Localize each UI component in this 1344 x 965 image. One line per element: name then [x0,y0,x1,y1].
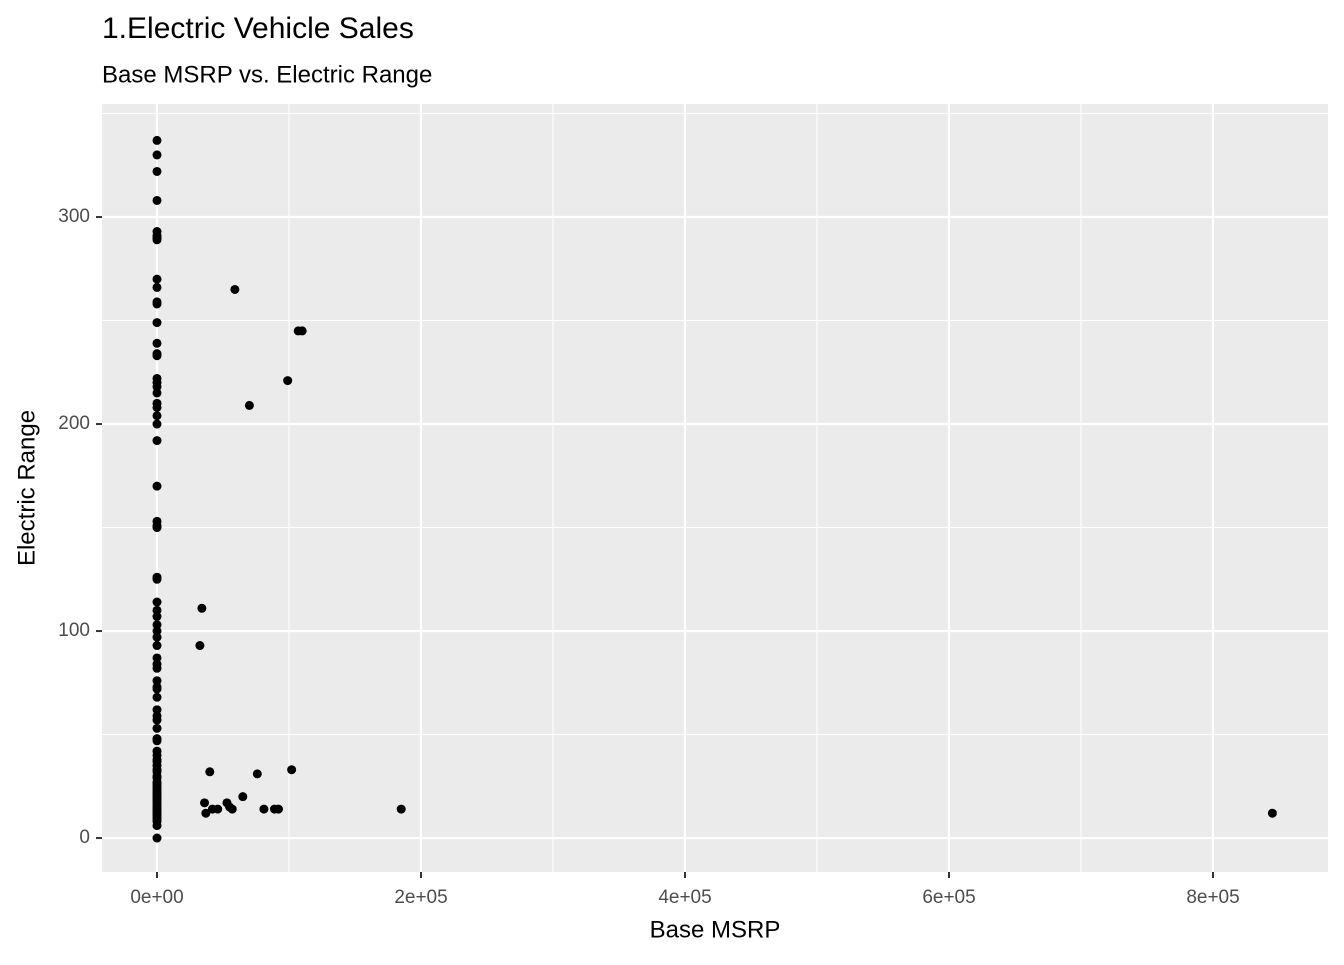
x-tick-label: 6e+05 [922,887,975,908]
point [252,769,262,779]
point [152,663,162,673]
point [152,235,162,245]
point [244,400,254,410]
point [238,792,248,802]
point [152,612,162,622]
point [227,804,237,814]
x-tick-label: 0e+00 [130,887,183,908]
point [201,808,211,818]
y-tick-label: 0 [79,827,90,848]
point [152,382,162,392]
point [152,351,162,361]
y-axis-title: Electric Range [13,410,40,566]
point [152,723,162,733]
point [152,274,162,284]
y-tick-label: 300 [58,206,90,227]
point [213,804,223,814]
point [152,299,162,309]
point [283,376,293,386]
point [152,821,162,831]
point [152,195,162,205]
point [152,632,162,642]
point [152,676,162,686]
point [205,767,215,777]
point [152,736,162,746]
point [396,804,406,814]
point [152,402,162,412]
point [152,620,162,630]
point [152,597,162,607]
point [152,135,162,145]
point [152,411,162,421]
point [152,833,162,843]
chart-subtitle: Base MSRP vs. Electric Range [102,61,432,88]
point [152,523,162,533]
point [230,284,240,294]
point [152,626,162,636]
point [152,150,162,160]
point [297,326,307,336]
point [152,419,162,429]
point [152,684,162,694]
y-tick-label: 200 [58,413,90,434]
point [152,338,162,348]
point [152,605,162,615]
point [152,653,162,663]
point [1267,808,1277,818]
point [259,804,269,814]
point [197,603,207,613]
point [152,436,162,446]
point [152,282,162,292]
point [152,318,162,328]
point [152,481,162,491]
point [273,804,283,814]
chart-title: 1.Electric Vehicle Sales [102,12,414,45]
x-axis-title: Base MSRP [650,916,781,943]
point [152,692,162,702]
point [152,388,162,398]
point [152,705,162,715]
x-tick-label: 4e+05 [658,887,711,908]
point [200,798,210,808]
point [152,641,162,651]
point [152,574,162,584]
point [287,765,297,775]
x-tick-label: 8e+05 [1186,887,1239,908]
point [152,715,162,725]
point [152,166,162,176]
y-tick-label: 100 [58,620,90,641]
x-tick-label: 2e+05 [394,887,447,908]
point [195,641,205,651]
panel [102,104,1328,872]
